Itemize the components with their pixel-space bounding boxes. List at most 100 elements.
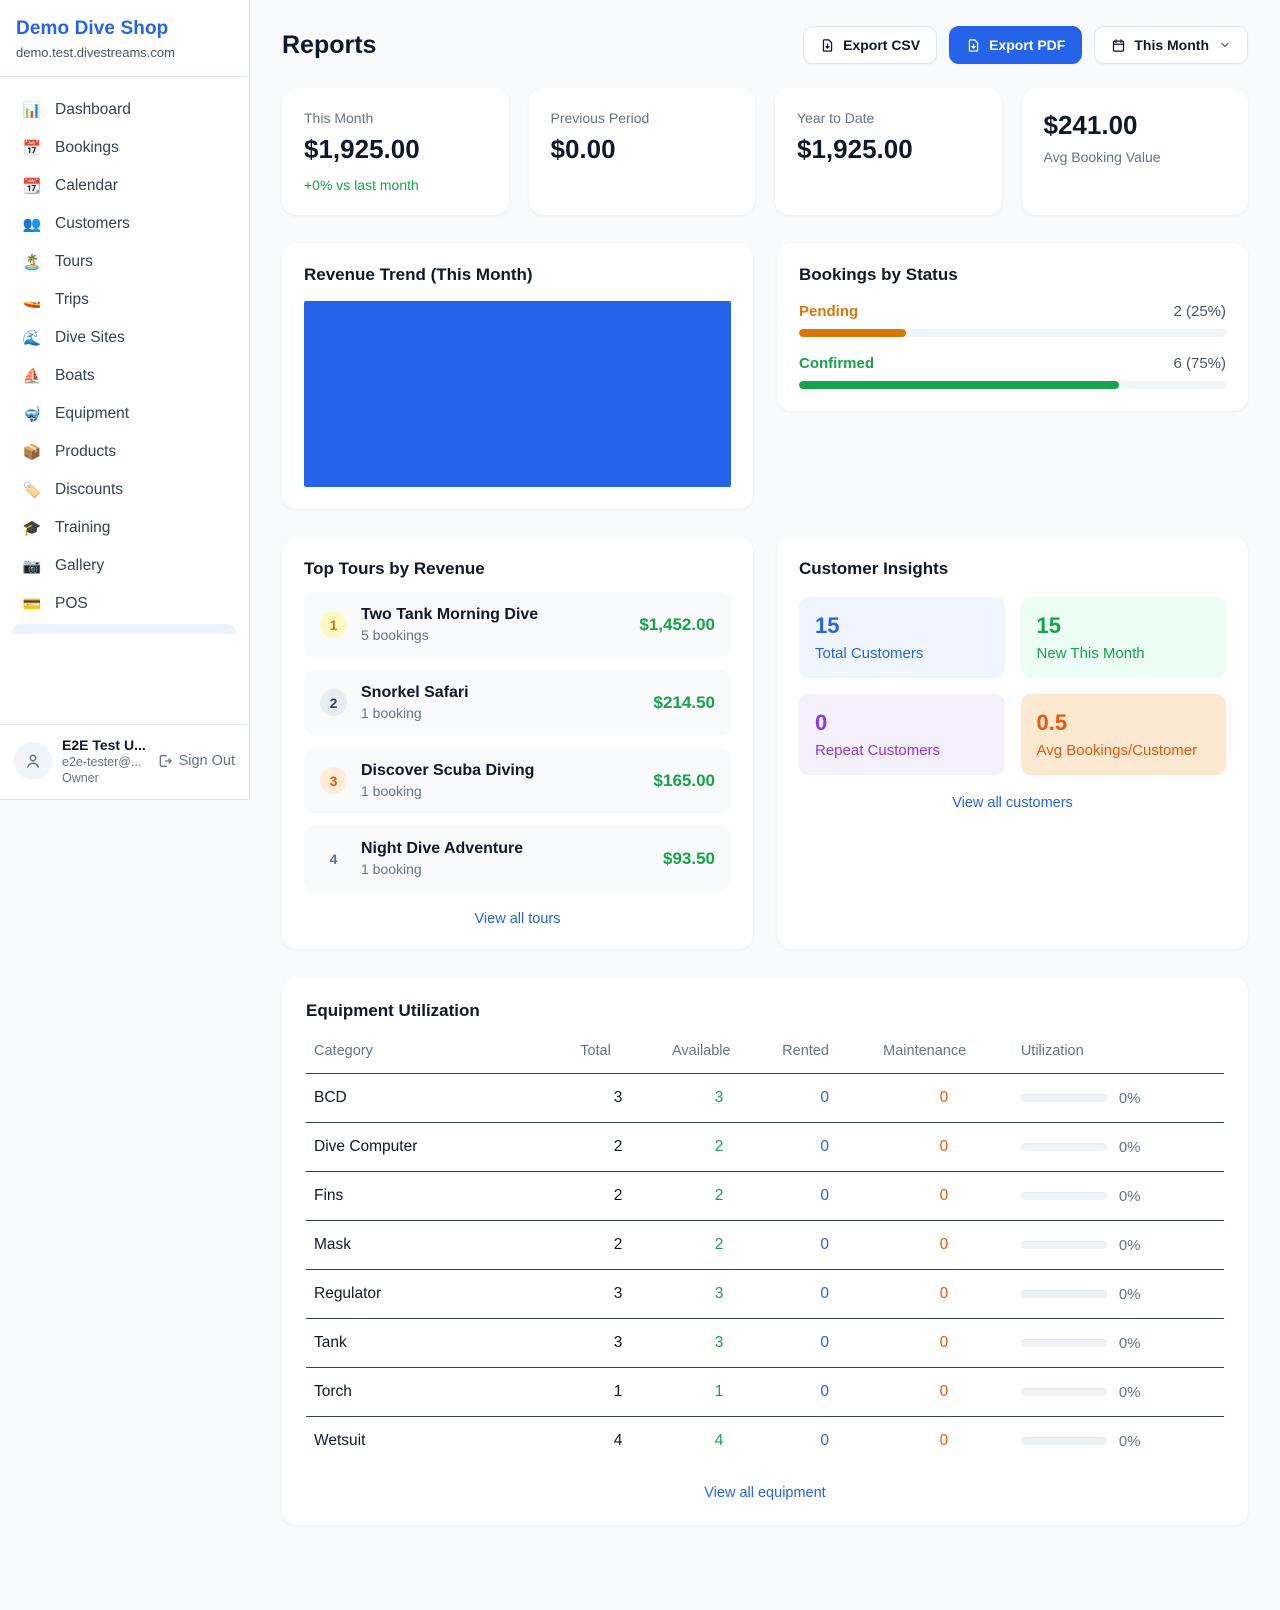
view-all-tours-link[interactable]: View all tours: [474, 911, 561, 927]
rank-badge: 3: [320, 767, 347, 794]
top-tours-card: Top Tours by Revenue 1 Two Tank Morning …: [282, 537, 753, 949]
tour-row: 3 Discover Scuba Diving 1 booking $165.0…: [304, 748, 731, 813]
sidebar-item-calendar[interactable]: 📆 Calendar: [22, 177, 118, 195]
avatar: [14, 742, 52, 780]
status-row-confirmed: Confirmed 6 (75%): [799, 355, 1226, 389]
sidebar-item-discounts[interactable]: 🏷️ Discounts: [22, 481, 124, 499]
equipment-utilization-card: Equipment Utilization Category Total Ava…: [282, 977, 1248, 1525]
training-icon: 🎓: [22, 519, 42, 537]
stat-cards: This Month $1,925.00 +0% vs last month P…: [282, 88, 1248, 215]
file-download-icon: [968, 38, 979, 52]
utilization-bar: [1020, 1339, 1107, 1347]
sidebar-user-footer: E2E Test U... e2e-tester@... Owner Sign …: [0, 724, 249, 799]
gallery-icon: 📷: [22, 557, 42, 575]
status-row-pending: Pending 2 (25%): [799, 303, 1226, 337]
view-all-customers-link[interactable]: View all customers: [952, 795, 1073, 811]
page-header: Reports Export CSV Export PDF This Month: [282, 26, 1248, 64]
sidebar-item-bookings[interactable]: 📅 Bookings: [22, 139, 119, 157]
page-title: Reports: [282, 30, 377, 59]
tile-new-this-month: 15 New This Month: [1020, 597, 1226, 678]
sidebar-item-dive-sites[interactable]: 🌊 Dive Sites: [22, 329, 125, 347]
brand-block: Demo Dive Shop demo.test.divestreams.com: [0, 0, 249, 77]
export-pdf-button[interactable]: Export PDF: [949, 26, 1083, 64]
sidebar-item-dashboard[interactable]: 📊 Dashboard: [22, 101, 131, 119]
table-row: Wetsuit 4 4 0 0 0%: [314, 1432, 1141, 1450]
table-row: Dive Computer 2 2 0 0 0%: [306, 1122, 1224, 1172]
utilization-bar: [1020, 1437, 1107, 1445]
export-csv-button[interactable]: Export CSV: [803, 26, 938, 64]
products-icon: 📦: [22, 443, 42, 461]
sidebar: Demo Dive Shop demo.test.divestreams.com…: [0, 0, 250, 800]
tour-row: 1 Two Tank Morning Dive 5 bookings $1,45…: [304, 592, 731, 657]
top-tours-title: Top Tours by Revenue: [304, 559, 485, 578]
trips-icon: 🚤: [22, 291, 42, 309]
stat-card-year-to-date: Year to Date $1,925.00: [775, 88, 1002, 215]
rank-badge: 2: [320, 689, 347, 716]
dashboard-icon: 📊: [22, 101, 42, 119]
view-all-equipment-link[interactable]: View all equipment: [704, 1485, 826, 1501]
main-content: Reports Export CSV Export PDF This Month: [250, 0, 1280, 1585]
user-name: E2E Test U...: [62, 737, 146, 753]
revenue-trend-chart: [304, 301, 731, 487]
stat-delta: +0% vs last month: [304, 177, 419, 193]
table-row: Fins 2 2 0 0 0%: [306, 1171, 1224, 1221]
user-role: Owner: [62, 771, 99, 785]
confirmed-bar-track: [799, 381, 1226, 389]
customers-icon: 👥: [22, 215, 42, 233]
user-icon: [27, 754, 39, 768]
equipment-table: Category Total Available Rented Maintena…: [306, 1031, 1224, 1465]
sidebar-item-boats[interactable]: ⛵ Boats: [22, 367, 95, 385]
equipment-utilization-title: Equipment Utilization: [306, 1001, 480, 1020]
shop-name: Demo Dive Shop: [16, 18, 169, 39]
sidebar-item-trips[interactable]: 🚤 Trips: [22, 291, 89, 309]
period-dropdown[interactable]: This Month: [1094, 26, 1248, 64]
utilization-bar: [1020, 1290, 1107, 1298]
file-download-icon: [822, 38, 833, 52]
table-row: Tank 3 3 0 0 0%: [306, 1318, 1224, 1368]
charts-row: Revenue Trend (This Month) Bookings by S…: [282, 243, 1248, 509]
table-row: Regulator 3 3 0 0 0%: [306, 1269, 1224, 1319]
sidebar-item-gallery[interactable]: 📷 Gallery: [22, 557, 105, 575]
sidebar-item-equipment[interactable]: 🤿 Equipment: [22, 405, 130, 423]
equipment-icon: 🤿: [22, 405, 42, 423]
sidebar-item-customers[interactable]: 👥 Customers: [22, 215, 130, 233]
chevron-down-icon: [1221, 42, 1229, 48]
discounts-icon: 🏷️: [22, 481, 42, 499]
shop-domain: demo.test.divestreams.com: [16, 45, 175, 60]
rank-badge: 4: [329, 850, 338, 867]
calendar-icon: [1113, 38, 1125, 52]
confirmed-bar-fill: [799, 381, 1120, 389]
tile-avg-bookings-customer: 0.5 Avg Bookings/Customer: [1020, 694, 1226, 775]
sidebar-item-pos[interactable]: 💳 POS: [22, 595, 88, 613]
insights-row: Top Tours by Revenue 1 Two Tank Morning …: [282, 537, 1248, 949]
utilization-bar: [1020, 1388, 1107, 1396]
stat-card-this-month: This Month $1,925.00 +0% vs last month: [282, 88, 509, 215]
sidebar-item-tours[interactable]: 🏝️ Tours: [22, 253, 93, 271]
bookings-status-title: Bookings by Status: [799, 265, 958, 284]
tile-repeat-customers: 0 Repeat Customers: [799, 694, 1005, 775]
tour-row: 4 Night Dive Adventure 1 booking $93.50: [304, 826, 731, 891]
insight-tiles: 15 Total Customers 15 New This Month 0 R…: [799, 597, 1226, 775]
table-row: BCD 3 3 0 0 0%: [306, 1073, 1224, 1123]
sidebar-item-reports-partial[interactable]: [12, 624, 237, 634]
revenue-trend-title: Revenue Trend (This Month): [304, 265, 533, 284]
calendar-icon: 📆: [22, 177, 42, 195]
stat-card-avg-booking-value: $241.00 Avg Booking Value: [1021, 88, 1248, 215]
utilization-bar: [1020, 1143, 1107, 1151]
pending-bar-track: [799, 329, 1226, 337]
table-row: Mask 2 2 0 0 0%: [306, 1220, 1224, 1270]
revenue-trend-card: Revenue Trend (This Month): [282, 243, 753, 509]
sign-out-button[interactable]: Sign Out: [157, 753, 235, 769]
pos-icon: 💳: [22, 595, 42, 613]
utilization-bar: [1020, 1192, 1107, 1200]
header-actions: Export CSV Export PDF This Month: [803, 26, 1248, 64]
utilization-bar: [1020, 1241, 1107, 1249]
bookings-status-card: Bookings by Status Pending 2 (25%) Confi…: [777, 243, 1248, 411]
table-row: Torch 1 1 0 0 0%: [306, 1367, 1224, 1417]
utilization-bar: [1020, 1094, 1107, 1102]
sidebar-item-products[interactable]: 📦 Products: [22, 443, 117, 461]
customer-insights-title: Customer Insights: [799, 559, 949, 578]
bookings-icon: 📅: [22, 139, 42, 157]
sidebar-nav: 📊 Dashboard 📅 Bookings 📆 Calendar 👥 Cust…: [0, 77, 249, 724]
sidebar-item-training[interactable]: 🎓 Training: [22, 519, 111, 537]
